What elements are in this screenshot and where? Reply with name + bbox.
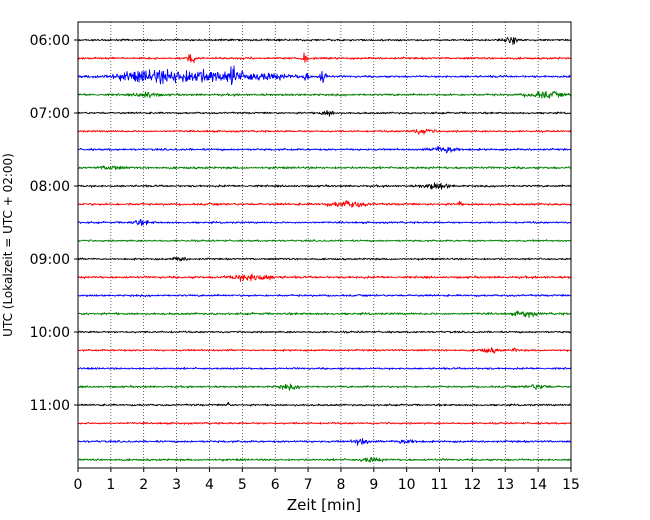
trace-0600 [77,36,572,45]
trace-1045 [77,383,572,391]
trace-0645 [77,90,572,99]
y-axis: 06:00 07:00 08:00 09:00 10:00 11:00 [30,33,78,414]
trace-0815 [77,200,572,208]
x-tick-label: 4 [205,477,214,493]
x-tick-label: 8 [336,477,345,493]
trace-1115 [77,421,572,425]
trace-0800 [77,182,572,190]
y-axis-label: UTC (Lokalzeit = UTC + 02:00) [1,153,15,337]
x-tick-label: 7 [304,477,313,493]
trace-0615 [77,52,572,64]
x-tick-label: 14 [529,477,547,493]
y-tick-label: 10:00 [30,325,70,341]
trace-0845 [77,239,572,243]
trace-0745 [77,165,572,170]
y-tick-label: 06:00 [30,33,70,49]
trace-0900 [77,256,572,262]
x-tick-label: 6 [271,477,280,493]
x-tick-label: 15 [562,477,580,493]
y-tick-label: 07:00 [30,106,70,122]
trace-0730 [77,145,572,154]
trace-0915 [77,273,572,282]
trace-series [77,36,572,463]
x-tick-label: 11 [431,477,449,493]
x-tick-label: 1 [106,477,115,493]
trace-1030 [77,366,572,371]
y-tick-label: 08:00 [30,179,70,195]
trace-1145 [77,456,572,463]
trace-0945 [77,310,572,319]
y-tick-label: 09:00 [30,252,70,268]
x-tick-label: 9 [369,477,378,493]
x-tick-label: 5 [238,477,247,493]
x-axis: 0 1 2 3 4 5 6 7 8 9 10 11 12 13 14 15 [74,468,580,493]
trace-0630 [77,65,572,86]
x-tick-label: 2 [139,477,148,493]
y-tick-label: 11:00 [30,398,70,414]
x-axis-label: Zeit [min] [287,496,361,514]
x-tick-label: 3 [172,477,181,493]
trace-1015 [77,347,572,354]
trace-1000 [77,330,572,334]
plot-frame [77,21,572,469]
x-tick-label: 10 [398,477,416,493]
trace-0715 [77,128,572,135]
grid-lines [110,22,539,468]
x-tick-label: 0 [74,477,83,493]
trace-0700 [77,109,572,117]
x-tick-label: 12 [463,477,481,493]
trace-0930 [77,293,572,298]
trace-1100 [77,401,572,407]
trace-0830 [77,218,572,226]
trace-1130 [77,437,572,446]
x-tick-label: 13 [496,477,514,493]
